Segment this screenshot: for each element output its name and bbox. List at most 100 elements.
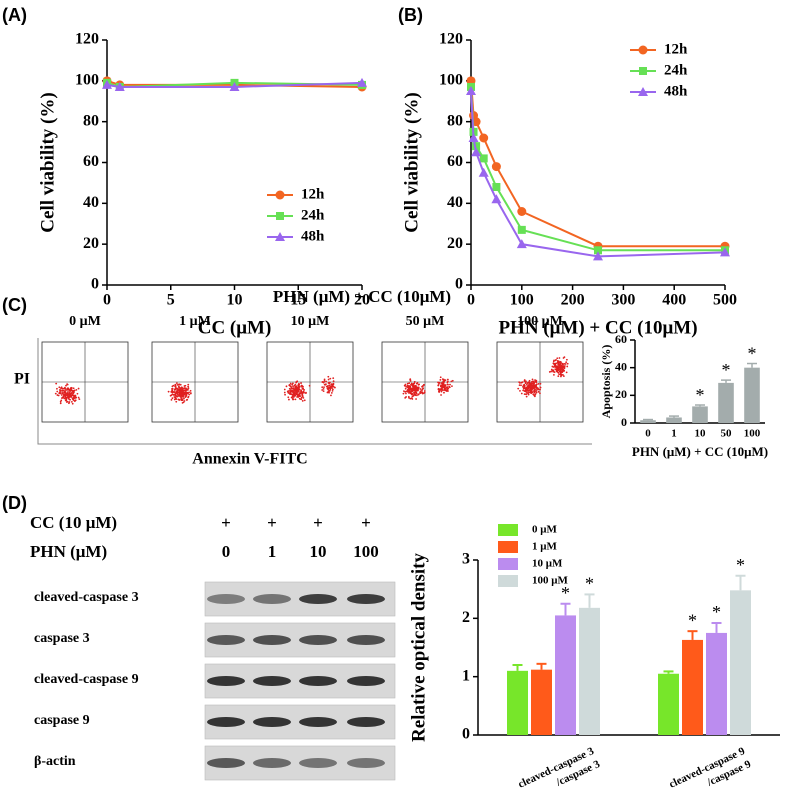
band [253, 676, 291, 686]
flow-dot [303, 388, 306, 391]
flow-dot [322, 387, 325, 390]
flow-dot [300, 389, 302, 392]
flow-ylabel: PI [14, 371, 30, 388]
flow-dot [299, 392, 302, 395]
flow-dot [305, 391, 307, 394]
flow-dot [446, 388, 449, 391]
flow-dot [539, 388, 541, 391]
flow-dot [181, 395, 183, 398]
x-tick-label: 0 [103, 292, 111, 309]
flow-dot [181, 389, 184, 392]
x-tick-label: 100 [510, 292, 534, 309]
flow-dot [180, 393, 183, 396]
flow-dot [554, 359, 557, 362]
flow-dot [181, 390, 184, 393]
legend-marker [276, 212, 284, 220]
flow-dot [298, 390, 300, 393]
y-tick-label: 3 [462, 551, 470, 568]
row-label: caspase 3 [34, 631, 90, 646]
row-label: caspase 9 [34, 713, 90, 728]
flow-dot [176, 395, 179, 397]
flow-dot [68, 388, 71, 391]
y-axis-label: Relative optical density [408, 553, 429, 742]
flow-dot [65, 389, 67, 392]
point [229, 81, 240, 91]
x-tick-label: 1 [671, 428, 677, 440]
flow-dot [60, 394, 63, 396]
legend-label: 100 μM [532, 575, 568, 587]
flow-dot [60, 399, 63, 402]
flow-dot [522, 387, 525, 390]
flow-dot [562, 369, 565, 372]
row-label: cleaved-caspase 9 [34, 672, 139, 687]
band [253, 635, 291, 645]
flow-dot [415, 398, 417, 400]
flow-dot [414, 391, 417, 393]
panel-label: (C) [2, 295, 27, 315]
flow-dot [558, 373, 561, 376]
flow-dot [64, 386, 66, 389]
flow-dot [415, 392, 418, 395]
y-tick-label: 20 [447, 235, 463, 252]
point [468, 133, 479, 142]
x-tick-label: 300 [611, 292, 635, 309]
flow-dot [557, 366, 559, 368]
flow-dot [75, 396, 78, 399]
flow-dot [63, 397, 66, 400]
y-tick-label: 60 [83, 153, 99, 170]
flow-dot [300, 396, 303, 399]
flow-dot [185, 399, 188, 401]
y-tick-label: 60 [447, 153, 463, 170]
flow-dot [404, 390, 407, 393]
flow-dot [415, 389, 418, 392]
flow-dot [56, 390, 59, 393]
flow-dot [177, 387, 180, 389]
flow-dot [446, 383, 449, 386]
flow-dot [405, 390, 408, 393]
point [357, 77, 367, 87]
flow-dot [71, 402, 74, 405]
flow-dot [331, 389, 334, 392]
flow-dot [64, 396, 67, 399]
flow-dot [406, 382, 409, 385]
flow-dot [412, 384, 415, 387]
flow-dot [409, 388, 412, 391]
y-tick-label: 0 [462, 726, 470, 743]
lane-label: 1 [268, 542, 277, 561]
x-tick-label: 400 [662, 292, 686, 309]
y-tick-label: 100 [439, 72, 463, 89]
flow-dot [415, 382, 418, 385]
flow-dot [559, 368, 562, 371]
flow-dot [539, 382, 542, 385]
flow-dot [536, 388, 538, 391]
x-axis-label: PHN (μM) + CC (10μM) [632, 444, 768, 459]
flow-dot [173, 396, 176, 398]
flow-dot [439, 376, 442, 379]
flow-dot [331, 384, 334, 387]
series-line [106, 81, 363, 88]
dose-label: 50 μM [406, 314, 445, 329]
flow-dot [557, 371, 560, 374]
panel-label: (A) [2, 5, 27, 25]
flow-dot [171, 391, 174, 393]
series-line [470, 86, 725, 252]
flow-dot [54, 392, 57, 395]
flow-dot [67, 395, 69, 397]
x-axis-label: CC (μM) [198, 317, 272, 338]
flow-dot [292, 387, 295, 390]
flow-dot [559, 371, 562, 374]
flow-dot [301, 392, 304, 395]
flow-dot [405, 396, 407, 398]
flow-dot [69, 388, 72, 391]
flow-dot [295, 381, 298, 384]
flow-dot [288, 387, 291, 390]
flow-dot [332, 377, 335, 380]
lane-label: + [313, 513, 323, 532]
legend-label: 24h [664, 62, 688, 78]
flow-dot [406, 384, 409, 387]
y-tick-label: 60 [615, 332, 627, 346]
legend-swatch [498, 524, 518, 536]
flow-dot [532, 384, 535, 387]
lane-label: 0 [222, 542, 231, 561]
flow-dot [557, 367, 560, 370]
